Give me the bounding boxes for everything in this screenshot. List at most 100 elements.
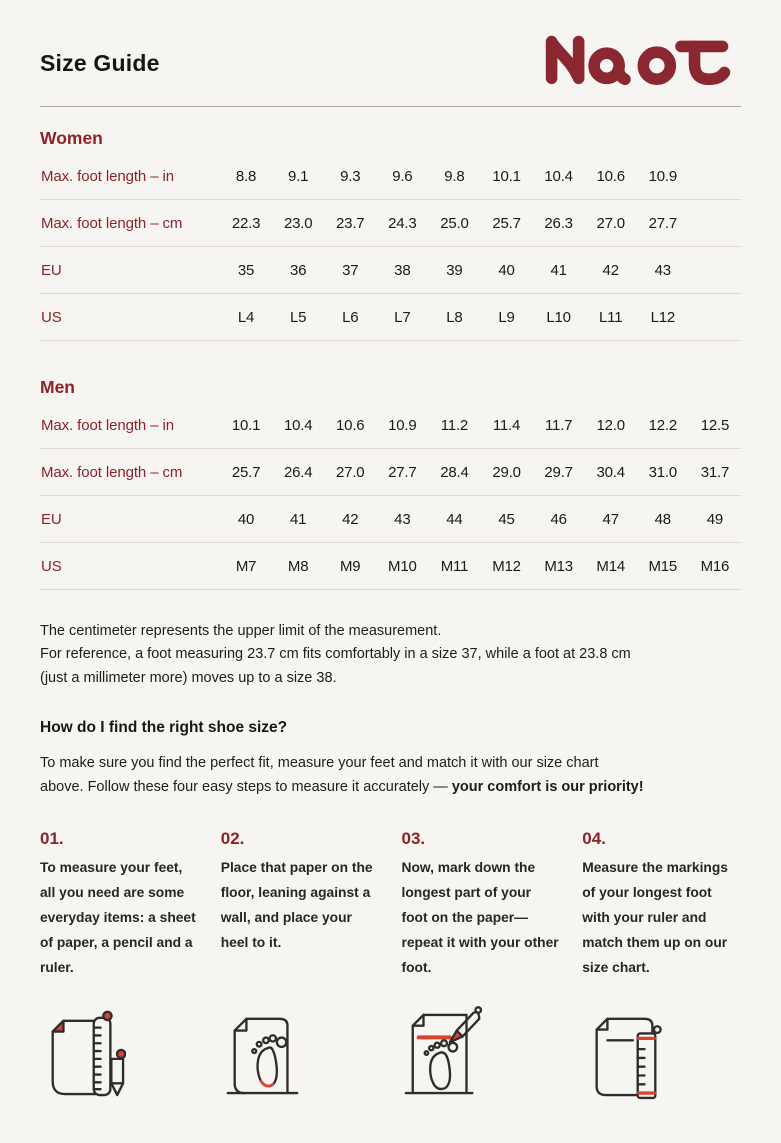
header: Size Guide bbox=[40, 30, 741, 86]
row-label: Max. foot length – in bbox=[41, 416, 174, 434]
step-04-text: Measure the markings of your longest foo… bbox=[582, 860, 728, 975]
size-value: 27.0 bbox=[596, 214, 626, 232]
size-value bbox=[689, 247, 741, 294]
size-value: 46 bbox=[550, 510, 567, 528]
row-label: EU bbox=[41, 261, 62, 279]
size-value: 11.7 bbox=[544, 416, 573, 434]
size-value: M15 bbox=[648, 557, 678, 575]
size-value: M16 bbox=[700, 557, 730, 575]
size-row: Max. foot length – cm 25.7 26.4 27.0 27.7 28.… bbox=[40, 449, 741, 496]
size-value: 23.0 bbox=[283, 214, 313, 232]
size-value: 41 bbox=[550, 261, 567, 279]
step-04-number: 04. bbox=[582, 829, 606, 849]
size-row: Max. foot length – in 8.8 9.1 9.3 9.6 9.8 10.1… bbox=[40, 153, 741, 200]
size-row: Max. foot length – in 10.1 10.4 10.6 10.9 11.… bbox=[40, 402, 741, 449]
size-value: 24.3 bbox=[388, 214, 417, 232]
size-value: L11 bbox=[599, 308, 623, 326]
size-row: US M7 M8 M9 M10 M11 M12 M13 M14 M15 M16 bbox=[40, 543, 741, 590]
paper-footprint-heel-icon bbox=[221, 1005, 380, 1103]
size-value: 42 bbox=[342, 510, 359, 528]
naot-logo-icon bbox=[545, 35, 731, 86]
size-value: L7 bbox=[394, 308, 411, 326]
size-value: M12 bbox=[492, 557, 521, 575]
size-value: 40 bbox=[498, 261, 515, 279]
women-section: Women Max. foot length – in 8.8 9.1 9.3 9.6 9… bbox=[40, 128, 741, 341]
size-value: 27.7 bbox=[648, 214, 678, 232]
size-value: 9.8 bbox=[444, 167, 465, 185]
header-divider bbox=[40, 106, 741, 107]
size-value: 12.0 bbox=[596, 416, 626, 434]
size-value: 10.9 bbox=[388, 416, 417, 434]
size-value: 10.4 bbox=[544, 167, 573, 185]
size-value: 27.0 bbox=[336, 463, 365, 481]
size-value: M9 bbox=[340, 557, 361, 575]
size-value: L12 bbox=[650, 308, 676, 326]
size-value: 23.7 bbox=[336, 214, 365, 232]
size-value: 25.7 bbox=[492, 214, 521, 232]
size-value: 35 bbox=[237, 261, 255, 279]
size-value: 12.2 bbox=[648, 416, 678, 434]
page-title: Size Guide bbox=[40, 49, 160, 76]
women-heading: Women bbox=[40, 128, 103, 148]
step-03-number: 03. bbox=[401, 829, 426, 849]
size-value: M7 bbox=[235, 557, 257, 575]
step-01: 01. To measure your feet, all you need a… bbox=[40, 829, 199, 980]
size-value: 10.9 bbox=[648, 167, 678, 185]
size-value: 10.6 bbox=[336, 416, 365, 434]
size-row: US L4 L5 L6 L7 L8 L9 L10 L11 L12 bbox=[40, 294, 741, 341]
size-value: 39 bbox=[446, 261, 463, 279]
size-row: EU 35 36 37 38 39 40 41 42 43 bbox=[40, 247, 741, 294]
size-value: L10 bbox=[546, 308, 571, 326]
size-value: 27.7 bbox=[388, 463, 417, 481]
size-value: 26.3 bbox=[544, 214, 573, 232]
step-01-number: 01. bbox=[40, 829, 64, 849]
howto-intro-bold: your comfort is our priority! bbox=[451, 778, 644, 795]
size-value: 10.4 bbox=[283, 416, 313, 434]
paper-ruler-measure-icon bbox=[582, 1005, 741, 1103]
men-heading: Men bbox=[40, 377, 75, 397]
size-value: M14 bbox=[596, 557, 625, 575]
row-label: Max. foot length – in bbox=[41, 167, 174, 185]
size-value: L5 bbox=[289, 308, 307, 326]
step-02-number: 02. bbox=[220, 829, 245, 849]
size-value: 9.3 bbox=[340, 167, 361, 185]
size-value: 29.0 bbox=[492, 463, 521, 481]
size-value: 9.1 bbox=[288, 167, 309, 185]
row-label: Max. foot length – cm bbox=[41, 463, 183, 481]
step-02: 02. Place that paper on the floor, leani… bbox=[221, 829, 380, 980]
men-section: Men Max. foot length – in 10.1 10.4 10.6 10.… bbox=[40, 377, 741, 590]
size-value: 12.5 bbox=[700, 416, 730, 434]
size-value: 37 bbox=[342, 261, 359, 279]
size-value: 41 bbox=[289, 510, 307, 528]
naot-logo bbox=[536, 30, 741, 86]
howto-heading: How do I find the right shoe size? bbox=[40, 719, 288, 737]
step-03: 03. Now, mark down the longest part of y… bbox=[402, 829, 561, 980]
step-icons-row bbox=[40, 1005, 741, 1103]
size-row: EU 40 41 42 43 44 45 46 47 48 49 bbox=[40, 496, 741, 543]
size-value: L4 bbox=[237, 308, 255, 326]
size-value: L8 bbox=[446, 308, 463, 326]
size-value: 10.6 bbox=[596, 167, 626, 185]
size-value: 9.6 bbox=[392, 167, 413, 185]
paper-ruler-pencil-icon bbox=[40, 1005, 199, 1103]
size-value: M11 bbox=[440, 557, 469, 575]
size-value: M13 bbox=[544, 557, 573, 575]
step-02-text: Place that paper on the floor, leaning a… bbox=[220, 860, 373, 950]
size-value: 28.4 bbox=[440, 463, 469, 481]
row-label: EU bbox=[41, 510, 62, 528]
size-value: L6 bbox=[342, 308, 359, 326]
size-value: 10.1 bbox=[492, 167, 521, 185]
step-03-text: Now, mark down the longest part of your … bbox=[401, 860, 559, 975]
measurement-note: The centimeter represents the upper limi… bbox=[40, 623, 631, 686]
size-value: 8.8 bbox=[235, 167, 257, 185]
size-value: 44 bbox=[446, 510, 463, 528]
size-value: 11.2 bbox=[440, 416, 469, 434]
size-value: 43 bbox=[654, 261, 671, 279]
size-value: 49 bbox=[706, 510, 724, 528]
step-04: 04. Measure the markings of your longest… bbox=[582, 829, 741, 980]
size-value bbox=[689, 200, 741, 247]
size-value: 30.4 bbox=[596, 463, 626, 481]
size-value: 25.0 bbox=[440, 214, 469, 232]
size-value: 26.4 bbox=[283, 463, 313, 481]
